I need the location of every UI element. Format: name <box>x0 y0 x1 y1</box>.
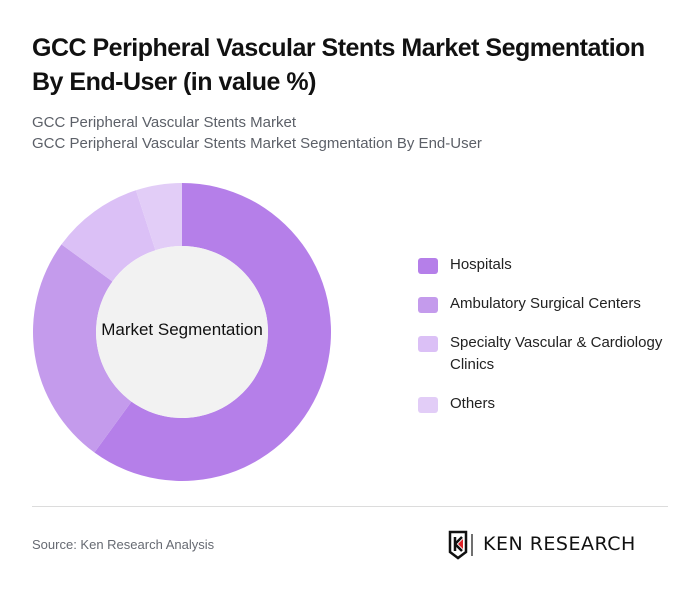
legend-swatch-icon <box>418 397 438 413</box>
legend-item-ambulatory-surgical-centers[interactable]: Ambulatory Surgical Centers <box>418 293 688 315</box>
subtitle-segmentation: GCC Peripheral Vascular Stents Market Se… <box>32 135 482 152</box>
donut-slice-others[interactable] <box>135 183 182 251</box>
subtitle-market: GCC Peripheral Vascular Stents Market <box>32 114 296 131</box>
donut-slice-hospitals[interactable] <box>94 183 331 481</box>
source-note: Source: Ken Research Analysis <box>32 537 215 552</box>
legend-item-specialty-clinics[interactable]: Specialty Vascular & Cardiology Clinics <box>418 332 688 376</box>
donut-center-label: Market Segmentation <box>101 320 263 339</box>
logo-text: KEN RESEARCH <box>483 533 636 555</box>
donut-slice-specialty-vascular-cardiology-clinics[interactable] <box>61 190 156 282</box>
legend-swatch-icon <box>418 258 438 274</box>
donut-chart <box>32 183 331 481</box>
legend-swatch-icon <box>418 297 438 313</box>
footer-divider <box>32 506 668 507</box>
legend-item-others[interactable]: Others <box>418 393 688 415</box>
ken-research-logo: KEN RESEARCH <box>447 530 669 560</box>
donut-slice-ambulatory-surgical-centers[interactable] <box>32 244 132 453</box>
donut-hole <box>96 246 268 418</box>
legend-label: Ambulatory Surgical Centers <box>450 295 641 312</box>
chart-title: GCC Peripheral Vascular Stents Market Se… <box>32 34 645 96</box>
legend-label: Specialty Vascular & Cardiology Clinics <box>450 334 663 373</box>
legend-label: Others <box>450 395 496 412</box>
legend-label: Hospitals <box>450 256 512 273</box>
legend: Hospitals Ambulatory Surgical Centers Sp… <box>418 254 688 432</box>
legend-swatch-icon <box>418 336 438 352</box>
ken-research-shield-icon <box>448 530 473 560</box>
legend-item-hospitals[interactable]: Hospitals <box>418 254 688 276</box>
